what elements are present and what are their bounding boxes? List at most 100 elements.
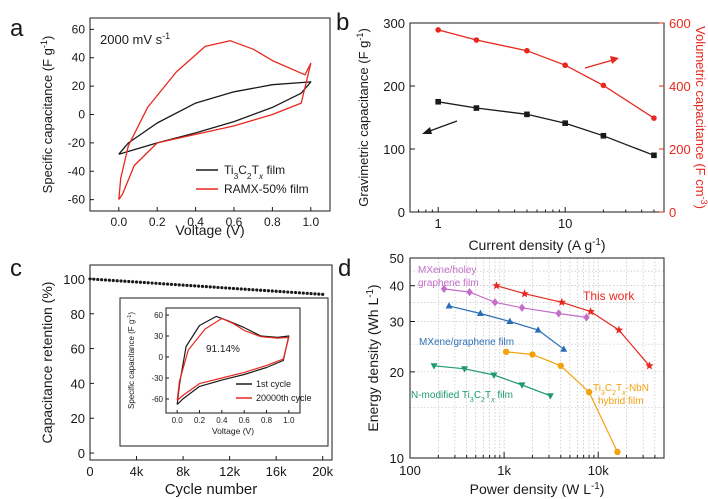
retention-point (107, 278, 111, 282)
x-axis-label: Cycle number (165, 481, 258, 498)
mxene-holey-graphene-point (491, 298, 499, 307)
retention-point (96, 277, 100, 282)
retention-point (259, 288, 263, 292)
y-tick-label: 100 (63, 272, 85, 287)
x-tick-label: 1k (497, 463, 511, 478)
label-mxene-holey-graphene-line2: graphene film (418, 278, 479, 289)
this-work-point (557, 297, 566, 306)
y-axis-label: Capacitance retention (%) (39, 282, 55, 444)
y-tick-label: 20 (71, 411, 85, 426)
mxene-graphene-point (534, 326, 542, 333)
retention-point (251, 288, 255, 292)
gravimetric-point (435, 98, 441, 105)
retention-point (173, 282, 177, 287)
plot-frame (409, 257, 665, 459)
inset-x-tick-label: 1.0 (283, 416, 295, 425)
y-tick-label: 60 (72, 22, 86, 36)
inset-x-tick-label: 0.6 (239, 416, 251, 425)
right-axis-arrowhead (610, 56, 619, 64)
y-tick-label: 0 (78, 108, 85, 122)
inset-y-tick-label: -60 (151, 395, 163, 404)
x-tick-label: 16k (266, 464, 287, 479)
x-tick-label: 8k (176, 464, 190, 479)
retention-point (111, 278, 115, 283)
cv-curve-ti3c2tx (118, 81, 312, 155)
retention-point (146, 281, 150, 285)
retention-point (231, 286, 236, 291)
inset-curve-1st-cycle (176, 315, 290, 406)
panel-label-d: d (338, 255, 351, 282)
retention-point (131, 280, 135, 284)
volumetric-point (524, 47, 530, 54)
retention-point (243, 287, 247, 291)
y-axis-label: Specific capacitance (F g-1) (39, 36, 55, 194)
label-n-modified-ti3c2tx: N-modified Ti3C2Tx film (411, 390, 513, 404)
retention-point (138, 280, 143, 284)
x-tick-label: 0.0 (110, 215, 127, 229)
inset-frame (165, 307, 301, 414)
retention-point (216, 285, 220, 290)
x-tick-label: 20k (312, 464, 333, 479)
inset-legend-label: 1st cycle (256, 379, 291, 389)
retention-point (274, 289, 278, 293)
mxene-graphene-point (445, 302, 453, 309)
y-tick-label: 60 (71, 342, 85, 357)
retention-point (220, 286, 224, 290)
volumetric-point (435, 27, 441, 33)
retention-point (297, 291, 302, 295)
panel-d-ragone-plot: 100 1k 10k 10 20 30 40 50 Power density (W L-1) E… (365, 251, 665, 497)
x-tick-label: 0.4 (187, 215, 204, 229)
mxene-holey-graphene-point (555, 309, 562, 318)
this-work-point (520, 289, 529, 298)
inset-x-axis-label: Voltage (V) (212, 426, 254, 436)
y-tick-label: 80 (71, 307, 85, 322)
y-tick-label: 40 (71, 376, 85, 391)
label-mxene-graphene: MXene/graphene film (419, 337, 514, 348)
mxene-graphene-point (506, 317, 514, 325)
x-tick-label: 0.6 (226, 215, 243, 229)
gravimetric-point (562, 120, 568, 126)
x-axis-label: Voltage (V) (175, 222, 244, 238)
retention-point (150, 281, 154, 285)
mxene-holey-graphene-point (466, 287, 473, 297)
inset-y-tick-label: 0 (159, 353, 164, 362)
label-this-work: This work (583, 289, 635, 303)
retention-point (290, 290, 294, 294)
retention-point (309, 291, 313, 296)
mxene-holey-graphene-point (440, 284, 448, 294)
scan-rate-annotation: 2000 mV s-1 (100, 31, 170, 47)
inset-x-tick-label: 0.4 (216, 416, 228, 425)
x-tick-label: 0.8 (264, 215, 281, 229)
retention-point (282, 290, 286, 294)
ti3c2tx-nbn-point (529, 351, 536, 358)
retention-point (317, 292, 321, 296)
x-tick-label: 1.0 (302, 215, 319, 229)
panel-c-cycling-stability: 0 4k 8k 12k 16k 20k 0 20 40 60 80 100 Cycle number Ca… (39, 264, 334, 498)
retention-point (158, 281, 162, 286)
volumetric-point (600, 82, 607, 89)
y-tick-label: 40 (390, 279, 404, 294)
x-tick-label: 1 (435, 216, 442, 231)
gravimetric-point (473, 105, 480, 111)
ti3c2tx-nbn-point (614, 448, 621, 456)
retention-point (247, 287, 251, 292)
mxene-holey-graphene-line (443, 288, 587, 318)
y2-tick-label: 600 (669, 16, 691, 31)
x-tick-label: 10 (558, 216, 572, 231)
retention-point (313, 292, 317, 296)
retention-point (189, 284, 193, 288)
retention-point (165, 282, 170, 286)
y2-tick-label: 200 (669, 142, 691, 157)
retention-point (103, 278, 108, 282)
mxene-graphene-point (476, 309, 484, 317)
volumetric-point (562, 62, 568, 69)
inset-y-axis-label: Specific capacitance (F g-1) (127, 312, 136, 409)
y2-axis-label: Volumetric capacitance (F cm-3) (693, 26, 708, 209)
retention-point (177, 283, 181, 287)
plot-frame (89, 264, 333, 461)
y-tick-label: 20 (72, 79, 86, 93)
inset-box (119, 297, 329, 447)
retention-point (255, 288, 259, 292)
x-axis-label: Current density (A g-1) (468, 237, 605, 254)
retention-point (262, 288, 267, 293)
